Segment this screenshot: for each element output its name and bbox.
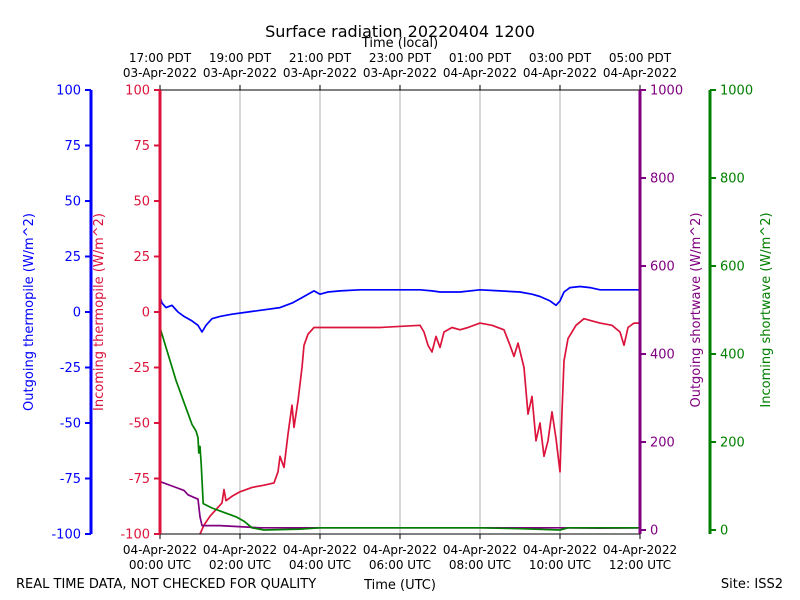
x-tick-label-local-time: 19:00 PDT	[209, 51, 272, 65]
y-tick-label-in_thermo: -25	[129, 361, 150, 376]
y-tick-label-out_sw: 1000	[650, 84, 683, 99]
x-tick-label-utc-date: 04-Apr-2022	[203, 543, 277, 557]
y-tick-label-out_thermo: -100	[51, 528, 81, 543]
y-tick-label-out_sw: 0	[650, 524, 658, 539]
y-tick-label-in_thermo: 0	[142, 306, 150, 321]
y-tick-label-out_thermo: 0	[73, 306, 81, 321]
x-tick-label-local-date: 04-Apr-2022	[603, 66, 677, 80]
y-tick-label-in_sw: 800	[720, 172, 745, 187]
y-tick-label-in_thermo: -75	[129, 472, 150, 487]
y-tick-label-in_sw: 600	[720, 260, 745, 275]
x-tick-label-utc-time: 08:00 UTC	[449, 558, 511, 572]
x-tick-label-local-time: 01:00 PDT	[449, 51, 512, 65]
y-tick-label-in_thermo: 25	[133, 250, 150, 265]
series-line-outgoing-shortwave	[159, 480, 641, 530]
x-tick-label-local-date: 03-Apr-2022	[123, 66, 197, 80]
y-tick-label-in_sw: 400	[720, 348, 745, 363]
y-axes: 100 75 50 25 0 -25 -50 -75 -100 Outgoing thermopi…	[22, 84, 774, 543]
series-line-outgoing-thermopile	[159, 285, 640, 333]
y-tick-label-out_sw: 800	[650, 172, 675, 187]
series-line-incoming-thermopile	[199, 317, 640, 535]
x-tick-label-utc-date: 04-Apr-2022	[603, 543, 677, 557]
x-tick-label-local-date: 04-Apr-2022	[443, 66, 517, 80]
x-tick-label-utc-time: 10:00 UTC	[529, 558, 591, 572]
x-tick-label-utc-date: 04-Apr-2022	[443, 543, 517, 557]
x-tick-label-local-time: 17:00 PDT	[129, 51, 192, 65]
x-tick-label-utc-date: 04-Apr-2022	[283, 543, 357, 557]
x-tick-label-local-date: 03-Apr-2022	[283, 66, 357, 80]
y-axis-label-in_sw: Incoming shortwave (W/m^2)	[759, 212, 774, 407]
series-line-incoming-shortwave	[159, 327, 640, 531]
x-tick-label-local-date: 03-Apr-2022	[203, 66, 277, 80]
x-tick-label-local-time: 21:00 PDT	[289, 51, 352, 65]
grid	[239, 90, 561, 534]
y-tick-label-out_thermo: -25	[60, 361, 81, 376]
quality-warning: REAL TIME DATA, NOT CHECKED FOR QUALITY	[16, 577, 316, 592]
y-tick-label-in_thermo: -50	[129, 417, 150, 432]
y-tick-label-in_sw: 0	[720, 524, 728, 539]
y-tick-label-out_sw: 400	[650, 348, 675, 363]
y-tick-label-in_thermo: -100	[120, 528, 150, 543]
series-group	[159, 285, 641, 535]
site-label: Site: ISS2	[721, 577, 783, 592]
y-tick-label-in_thermo: 75	[133, 139, 150, 154]
x-tick-label-local-date: 03-Apr-2022	[363, 66, 437, 80]
x-tick-label-local-time: 23:00 PDT	[369, 51, 432, 65]
x-tick-label-utc-date: 04-Apr-2022	[123, 543, 197, 557]
y-tick-label-out_thermo: -75	[60, 472, 81, 487]
y-tick-label-in_sw: 1000	[720, 84, 753, 99]
y-tick-label-out_thermo: 25	[64, 250, 81, 265]
x-tick-label-utc-time: 02:00 UTC	[209, 558, 271, 572]
y-axis-label-in_thermo: Incoming thermopile (W/m^2)	[92, 213, 107, 411]
y-tick-label-out_thermo: -50	[60, 417, 81, 432]
chart-title: Surface radiation 20220404 1200	[265, 22, 535, 41]
x-tick-label-utc-time: 04:00 UTC	[289, 558, 351, 572]
x-tick-label-utc-date: 04-Apr-2022	[363, 543, 437, 557]
x-axis-bottom-label: Time (UTC)	[363, 578, 436, 593]
y-axis-label-out_sw: Outgoing shortwave (W/m^2)	[689, 212, 704, 407]
x-tick-label-utc-time: 00:00 UTC	[129, 558, 191, 572]
x-tick-label-utc-date: 04-Apr-2022	[523, 543, 597, 557]
y-tick-label-out_sw: 200	[650, 436, 675, 451]
y-tick-label-in_thermo: 50	[133, 195, 150, 210]
x-tick-label-local-date: 04-Apr-2022	[523, 66, 597, 80]
x-tick-label-utc-time: 06:00 UTC	[369, 558, 431, 572]
y-tick-label-out_sw: 600	[650, 260, 675, 275]
y-tick-label-out_thermo: 100	[56, 84, 81, 99]
y-tick-label-in_sw: 200	[720, 436, 745, 451]
x-tick-label-local-time: 05:00 PDT	[609, 51, 672, 65]
y-tick-label-out_thermo: 75	[64, 139, 81, 154]
x-axis-top-label: Time (local)	[361, 36, 438, 51]
x-tick-label-utc-time: 12:00 UTC	[609, 558, 671, 572]
y-tick-label-out_thermo: 50	[64, 195, 81, 210]
y-tick-label-in_thermo: 100	[125, 84, 150, 99]
y-axis-label-out_thermo: Outgoing thermopile (W/m^2)	[22, 213, 37, 411]
x-tick-label-local-time: 03:00 PDT	[529, 51, 592, 65]
